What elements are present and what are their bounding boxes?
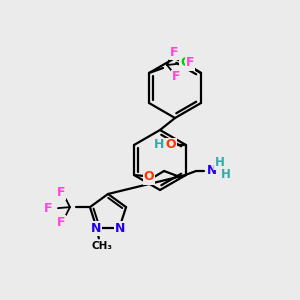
Text: F: F: [57, 216, 65, 229]
Text: F: F: [170, 46, 178, 59]
Text: F: F: [57, 186, 65, 199]
Text: H: H: [154, 139, 164, 152]
Text: Cl: Cl: [180, 56, 194, 70]
Text: N: N: [207, 164, 217, 178]
Text: N: N: [91, 222, 101, 235]
Text: CH₃: CH₃: [91, 242, 112, 251]
Text: F: F: [172, 70, 180, 83]
Text: O: O: [166, 139, 176, 152]
Text: H: H: [221, 169, 231, 182]
Text: O: O: [144, 170, 154, 184]
Text: H: H: [215, 157, 225, 169]
Text: F: F: [186, 56, 194, 70]
Text: F: F: [44, 202, 52, 214]
Text: N: N: [115, 222, 125, 235]
